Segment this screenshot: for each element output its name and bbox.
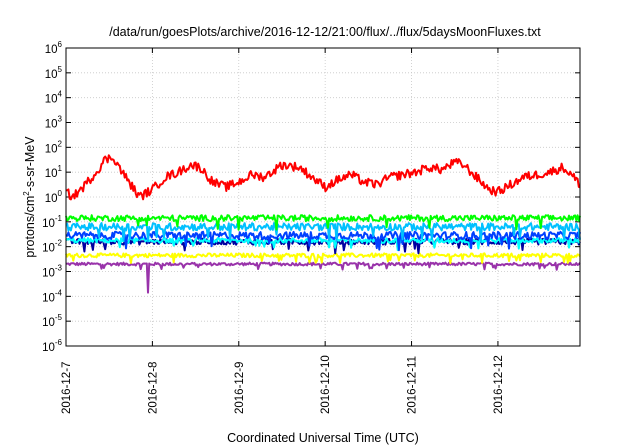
y-tick-exp: 2 <box>58 139 63 148</box>
y-tick-base: 10 <box>42 342 55 354</box>
series-line <box>65 154 581 201</box>
x-tick-label: 2016-12-9 <box>234 362 246 414</box>
y-tick-label: 10-2 <box>42 239 62 255</box>
y-tick-label: 10-6 <box>42 338 62 354</box>
y-tick-base: 10 <box>45 168 58 180</box>
y-tick-exp: -6 <box>55 338 63 347</box>
y-tick-base: 10 <box>45 143 58 155</box>
y-tick-base: 10 <box>45 69 58 81</box>
y-tick-label: 102 <box>45 139 63 155</box>
y-tick-label: 10-5 <box>42 313 62 329</box>
y-tick-base: 10 <box>42 268 55 280</box>
y-tick-label: 10-1 <box>42 214 62 230</box>
series-line <box>65 214 581 231</box>
x-tick-labels: 2016-12-7 2016-12-8 2016-12-9 2016-12-10 201… <box>61 355 505 414</box>
x-axis-label: Coordinated Universal Time (UTC) <box>227 431 419 445</box>
y-axis-label-suffix: -s-sr-MeV <box>23 136 37 192</box>
series-line <box>65 261 581 294</box>
x-tick-label: 2016-12-12 <box>493 355 505 414</box>
y-tick-label: 103 <box>45 115 63 131</box>
y-tick-exp: 4 <box>58 90 63 99</box>
y-tick-exp: -4 <box>55 288 63 297</box>
y-tick-base: 10 <box>42 292 55 304</box>
y-axis-label: protons/cm2-s-sr-MeV <box>22 136 37 258</box>
y-tick-labels: 10-610-510-410-310-210-11001011021031041… <box>42 40 62 354</box>
y-tick-label: 101 <box>45 164 63 180</box>
y-tick-label: 104 <box>45 90 63 106</box>
y-tick-base: 10 <box>45 94 58 106</box>
y-tick-exp: 0 <box>58 189 63 198</box>
y-tick-label: 10-3 <box>42 264 62 280</box>
x-tick-label: 2016-12-8 <box>147 362 159 414</box>
series-group <box>65 154 581 294</box>
y-tick-base: 10 <box>42 243 55 255</box>
chart-title: /data/run/goesPlots/archive/2016-12-12/2… <box>109 25 541 39</box>
y-tick-label: 105 <box>45 65 63 81</box>
y-tick-exp: 1 <box>58 164 63 173</box>
y-tick-base: 10 <box>45 193 58 205</box>
series-line <box>65 230 581 252</box>
series-line <box>65 222 581 243</box>
y-tick-base: 10 <box>45 119 58 131</box>
y-tick-exp: 6 <box>58 40 63 49</box>
y-tick-exp: -3 <box>55 264 63 273</box>
x-tick-label: 2016-12-10 <box>320 355 332 414</box>
y-tick-base: 10 <box>42 218 55 230</box>
series-line <box>65 237 581 252</box>
y-tick-exp: -5 <box>55 313 63 322</box>
x-tick-label: 2016-12-7 <box>61 362 73 414</box>
y-axis-label-prefix: protons/cm <box>23 196 37 258</box>
y-tick-label: 100 <box>45 189 63 205</box>
series-line <box>65 252 581 265</box>
y-tick-label: 106 <box>45 40 63 56</box>
y-axis-label-exp: 2 <box>22 191 31 196</box>
y-tick-label: 10-4 <box>42 288 62 304</box>
y-tick-exp: 5 <box>58 65 63 74</box>
y-tick-base: 10 <box>42 317 55 329</box>
y-tick-base: 10 <box>45 44 58 56</box>
y-tick-exp: -2 <box>55 239 63 248</box>
y-tick-exp: -1 <box>55 214 63 223</box>
plot-frame <box>65 47 581 347</box>
x-tick-label: 2016-12-11 <box>407 356 419 414</box>
y-tick-exp: 3 <box>58 115 63 124</box>
